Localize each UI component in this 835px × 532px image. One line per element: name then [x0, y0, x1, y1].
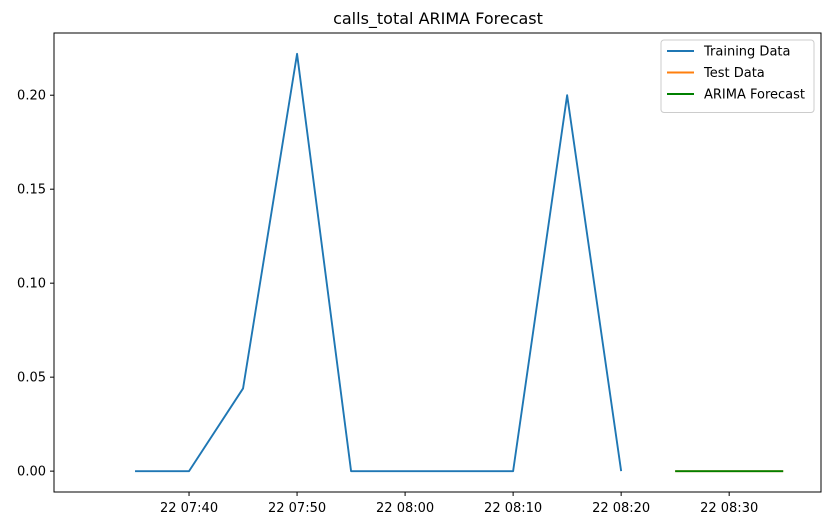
x-tick-label: 22 08:10	[484, 501, 542, 516]
legend-label: ARIMA Forecast	[704, 88, 805, 103]
legend-label: Training Data	[703, 45, 790, 60]
y-tick-label: 0.05	[17, 371, 46, 386]
x-tick-label: 22 07:50	[268, 501, 326, 516]
y-tick-label: 0.10	[17, 277, 46, 292]
plot-area: 0.00 0.05 0.10 0.15 0.20 22 07:40 22 07:50 22 0…	[17, 32, 822, 516]
x-tick-label: 22 08:30	[700, 501, 758, 516]
y-tick-label: 0.15	[17, 183, 46, 198]
x-tick-label: 22 07:40	[160, 501, 218, 516]
x-tick-label: 22 08:00	[376, 501, 434, 516]
legend-box	[660, 39, 815, 113]
series-line-training-data	[135, 52, 623, 473]
legend: Training Data Test Data ARIMA Forecast	[660, 39, 815, 113]
plot-frame	[53, 32, 822, 493]
y-tick-label: 0.20	[17, 89, 46, 104]
legend-label: Test Data	[703, 66, 765, 81]
y-tick-label: 0.00	[17, 465, 46, 480]
x-tick-label: 22 08:20	[592, 501, 650, 516]
chart-title: calls_total ARIMA Forecast	[333, 9, 543, 29]
